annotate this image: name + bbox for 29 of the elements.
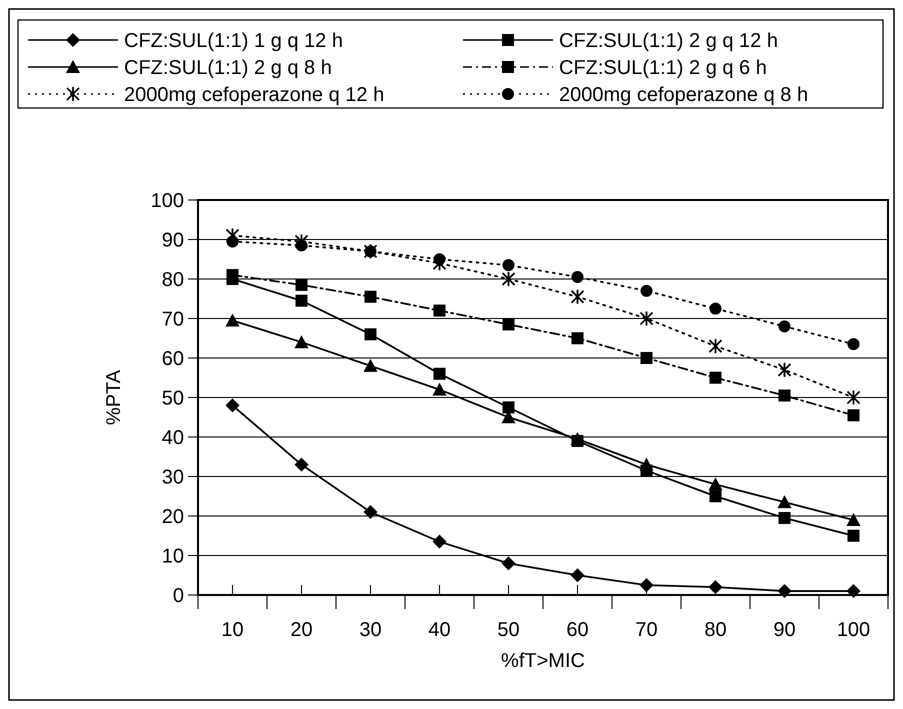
- y-tick-label: 60: [162, 348, 184, 370]
- x-tick-label: 20: [290, 619, 313, 641]
- x-tick-label: 60: [566, 619, 589, 641]
- x-tick-label: 90: [773, 619, 796, 641]
- y-tick-label: 0: [172, 585, 184, 607]
- y-tick-label: 30: [162, 466, 184, 488]
- y-tick-label: 80: [162, 269, 184, 291]
- x-axis-title: %fT>MIC: [501, 650, 585, 672]
- y-tick-label: 70: [162, 308, 184, 330]
- y-tick-label: 20: [162, 506, 184, 528]
- x-tick-label: 40: [428, 619, 451, 641]
- legend-label: 2000mg cefoperazone q 8 h: [559, 84, 808, 106]
- y-axis-title: %PTA: [103, 369, 125, 426]
- x-tick-label: 10: [221, 619, 244, 641]
- y-tick-label: 40: [162, 427, 184, 449]
- x-tick-label: 30: [359, 619, 382, 641]
- x-tick-label: 80: [704, 619, 727, 641]
- x-tick-label: 50: [497, 619, 520, 641]
- legend-label: CFZ:SUL(1:1) 2 g q 8 h: [124, 57, 332, 79]
- legend-label: CFZ:SUL(1:1) 2 g q 6 h: [559, 57, 767, 79]
- legend-label: 2000mg cefoperazone q 12 h: [124, 84, 384, 106]
- legend-label: CFZ:SUL(1:1) 1 g q 12 h: [124, 30, 343, 52]
- x-tick-label: 100: [836, 619, 870, 641]
- y-tick-label: 100: [150, 190, 184, 212]
- y-tick-label: 50: [162, 388, 184, 410]
- y-tick-label: 10: [162, 546, 184, 568]
- x-tick-label: 70: [635, 619, 658, 641]
- legend-label: CFZ:SUL(1:1) 2 g q 12 h: [559, 30, 778, 52]
- y-tick-label: 90: [162, 230, 184, 252]
